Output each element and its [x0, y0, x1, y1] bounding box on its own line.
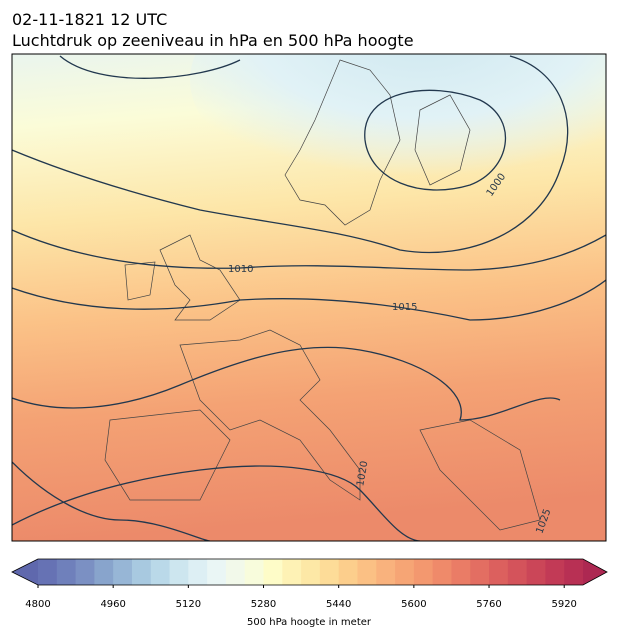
colorbar-segment	[507, 559, 528, 585]
colorbar-segment	[113, 559, 133, 585]
isobar	[59, 55, 241, 79]
colorbar-tick-label: 5760	[476, 599, 501, 610]
colorbar-segment	[545, 559, 565, 585]
low-height-area	[190, 54, 606, 200]
colorbar-outline	[11, 558, 608, 586]
title: Luchtdruk op zeeniveau in hPa en 500 hPa…	[12, 31, 414, 50]
colorbar-segment	[357, 559, 377, 585]
colorbar-segment	[75, 559, 95, 585]
colorbar-segment	[188, 559, 208, 585]
map: 1010 1015 1000 1020 1025	[12, 54, 606, 541]
colorbar-segment	[376, 559, 396, 585]
isobar	[12, 465, 421, 541]
colorbar-segment	[451, 559, 471, 585]
colorbar-tick-label: 5600	[401, 599, 426, 610]
colorbar-segment	[225, 559, 246, 585]
colorbar-segment	[263, 559, 283, 585]
isobar	[12, 346, 561, 421]
colorbar-segment	[94, 559, 114, 585]
map-frame	[11, 53, 607, 542]
contour-label: 1010	[228, 264, 253, 275]
colorbar-segment	[395, 559, 415, 585]
isobar	[12, 279, 606, 321]
colorbar-extend-high	[583, 559, 607, 585]
isobar	[12, 55, 569, 254]
colorbar-segment	[131, 559, 152, 585]
colorbar-tick-label: 5440	[326, 599, 351, 610]
colorbar-segment	[169, 559, 189, 585]
colorbar-tick-label: 5280	[251, 599, 276, 610]
isobar	[12, 229, 606, 271]
colorbar-segment	[489, 559, 509, 585]
colorbar-segment	[38, 559, 58, 585]
colorbar-segment	[319, 559, 340, 585]
colorbar-segment	[282, 559, 302, 585]
colorbar: 4800 4960 5120 5280 5440 5600 5760 5920	[11, 558, 608, 610]
contour-label: 1020	[355, 460, 370, 487]
colorbar-segment	[56, 559, 77, 585]
colorbar-extend-low	[12, 559, 38, 585]
colorbar-segment	[413, 559, 434, 585]
colorbar-tick-label: 4960	[100, 599, 125, 610]
isobar	[12, 461, 211, 541]
colorbar-tick-label: 4800	[25, 599, 50, 610]
isobar	[364, 89, 507, 191]
colorbar-segment	[432, 559, 452, 585]
colorbar-segment	[470, 559, 490, 585]
colorbar-segment	[150, 559, 171, 585]
colorbar-segment	[207, 559, 227, 585]
colorbar-segment	[301, 559, 321, 585]
colorbar-segment	[526, 559, 546, 585]
colorbar-tick-label: 5920	[551, 599, 576, 610]
contour-label: 1015	[392, 302, 417, 313]
title-date: 02-11-1821 12 UTC	[12, 10, 167, 29]
colorbar-segment	[338, 559, 358, 585]
colorbar-segment	[244, 559, 265, 585]
colorbar-segment	[564, 559, 584, 585]
coastlines	[104, 59, 541, 531]
colorbar-tick-label: 5120	[176, 599, 201, 610]
colorbar-label: 500 hPa hoogte in meter	[247, 617, 372, 628]
